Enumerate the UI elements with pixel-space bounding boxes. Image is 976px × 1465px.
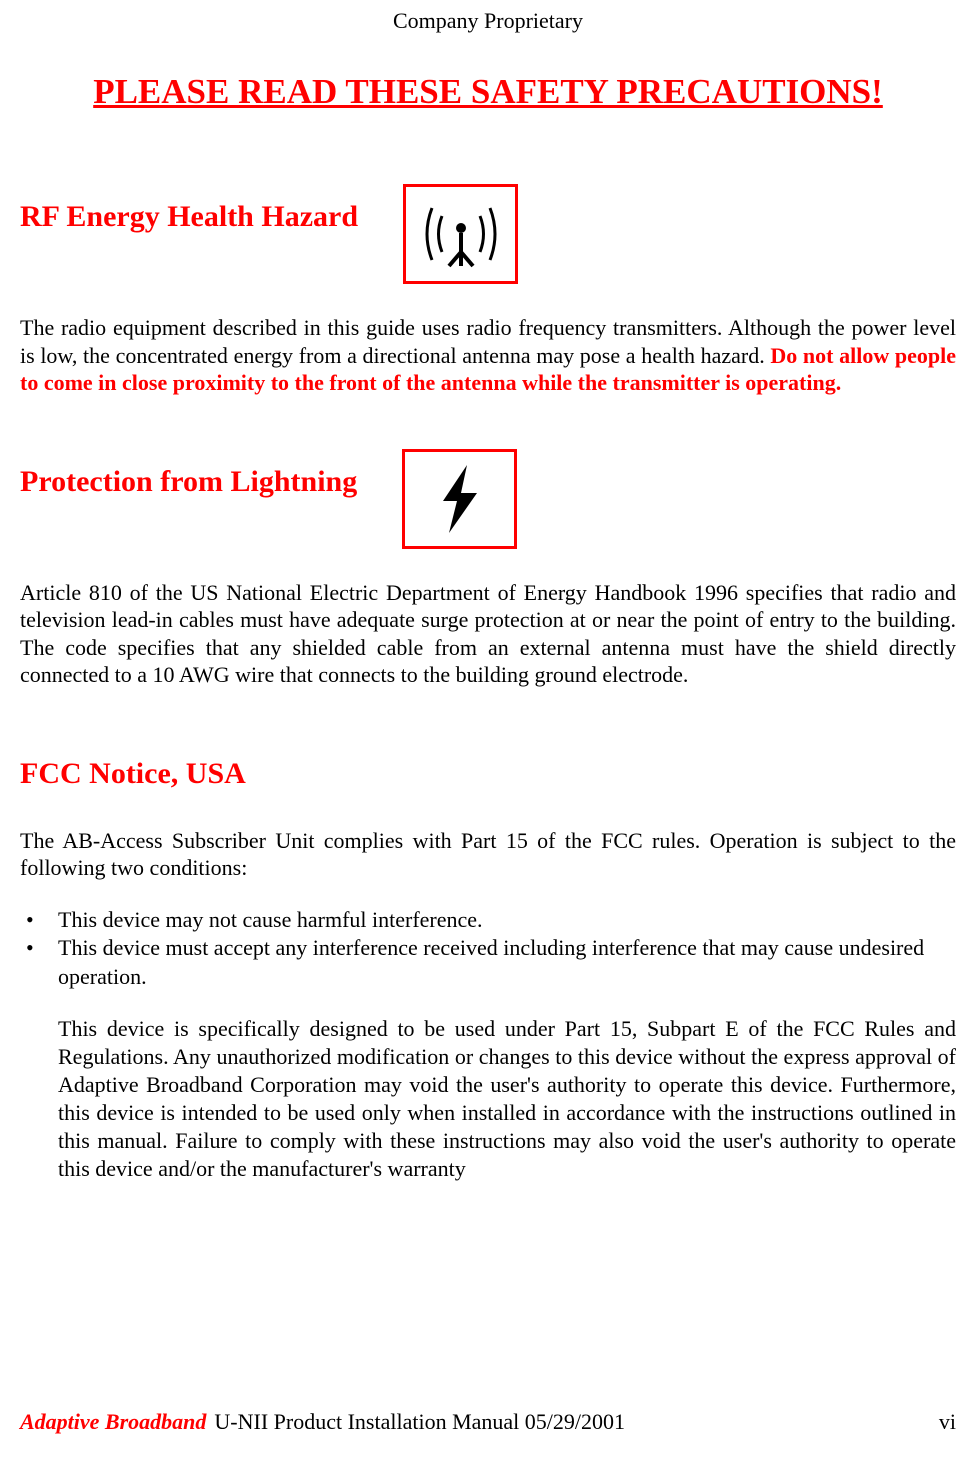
footer-doc-title: U-NII Product Installation Manual 05/29/… xyxy=(214,1409,625,1435)
section-heading-lightning: Protection from Lightning xyxy=(20,465,357,499)
section-rf-header-row: RF Energy Health Hazard xyxy=(20,184,956,284)
header-classification: Company Proprietary xyxy=(20,8,956,34)
fcc-bullet-list: This device may not cause harmful interf… xyxy=(20,906,956,992)
section-heading-fcc: FCC Notice, USA xyxy=(20,757,246,791)
footer-brand: Adaptive Broadband xyxy=(20,1409,206,1435)
rf-radiation-icon xyxy=(403,184,518,284)
section-fcc-paragraph: This device is specifically designed to … xyxy=(20,1015,956,1183)
page-footer: Adaptive Broadband U-NII Product Install… xyxy=(20,1409,956,1435)
section-heading-rf: RF Energy Health Hazard xyxy=(20,200,358,234)
section-rf-body: The radio equipment described in this gu… xyxy=(20,314,956,397)
lightning-icon xyxy=(402,449,517,549)
section-fcc-intro: The AB-Access Subscriber Unit complies w… xyxy=(20,827,956,882)
footer-page-number: vi xyxy=(939,1409,956,1435)
page-title: PLEASE READ THESE SAFETY PRECAUTIONS! xyxy=(20,72,956,112)
section-lightning-header-row: Protection from Lightning xyxy=(20,449,956,549)
list-item: This device must accept any interference… xyxy=(20,934,956,991)
section-lightning-body: Article 810 of the US National Electric … xyxy=(20,579,956,689)
list-item: This device may not cause harmful interf… xyxy=(20,906,956,935)
